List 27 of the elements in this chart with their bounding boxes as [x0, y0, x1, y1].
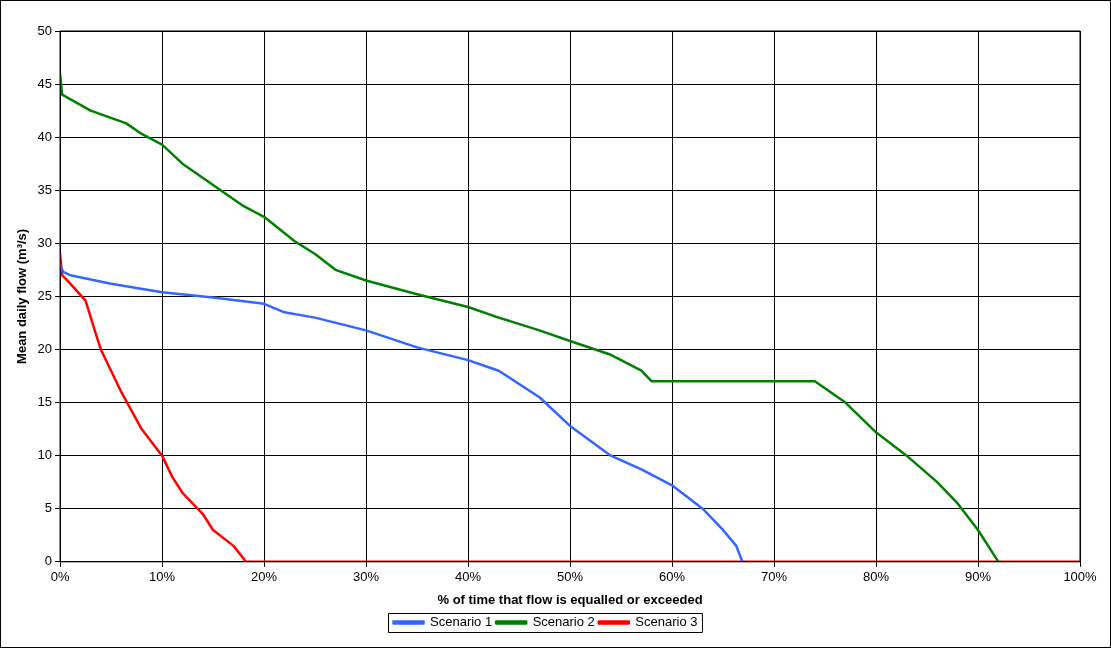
y-tick-label: 5 [44, 500, 53, 516]
legend-label: Scenario 3 [635, 614, 698, 630]
x-tick-label: 50% [557, 569, 584, 585]
y-tick-label: 45 [37, 75, 53, 91]
y-tick-label: 40 [37, 128, 53, 144]
x-tick-label: 20% [251, 569, 278, 585]
y-axis-title: Mean daily flow (m³/s) [14, 228, 30, 364]
legend-label: Scenario 2 [532, 614, 595, 630]
x-tick-label: 40% [455, 569, 482, 585]
x-tick-label: 70% [761, 569, 788, 585]
y-tick-label: 0 [44, 553, 53, 569]
x-tick-label: 10% [149, 569, 176, 585]
x-tick-label: 60% [659, 569, 686, 585]
legend-label: Scenario 1 [430, 614, 493, 630]
x-axis-title: % of time that flow is equalled or exceeded [437, 591, 703, 607]
x-tick-label: 0% [50, 569, 70, 585]
x-tick-label: 30% [353, 569, 380, 585]
y-tick-label: 20 [37, 341, 53, 357]
y-tick-label: 15 [37, 394, 53, 410]
x-tick-label: 80% [863, 569, 890, 585]
y-tick-label: 35 [37, 181, 53, 197]
y-tick-label: 30 [37, 234, 53, 250]
y-tick-label: 10 [37, 447, 53, 463]
y-tick-label: 50 [37, 22, 53, 38]
x-tick-label: 100% [1063, 569, 1098, 585]
y-tick-label: 25 [37, 287, 53, 303]
x-tick-label: 90% [964, 569, 992, 585]
